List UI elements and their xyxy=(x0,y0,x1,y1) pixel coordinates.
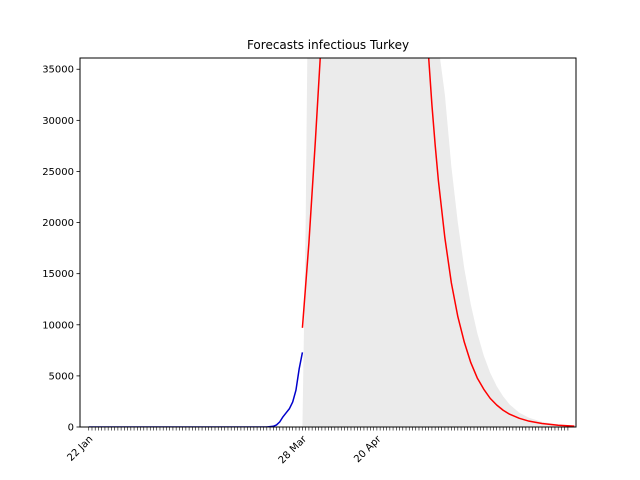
y-tick-label: 20000 xyxy=(42,218,74,229)
plot-area xyxy=(88,58,575,427)
plot-frame xyxy=(79,57,577,428)
y-tick-label: 15000 xyxy=(42,269,74,280)
y-axis-ticks: 0 5000 10000 15000 20000 25000 30000 35000 xyxy=(42,65,80,434)
y-tick-label: 30000 xyxy=(42,116,74,127)
y-tick-label: 5000 xyxy=(49,371,74,382)
y-tick-label: 10000 xyxy=(42,320,74,331)
y-tick-label: 35000 xyxy=(42,65,74,76)
forecast-series-line xyxy=(301,58,575,427)
y-tick-label: 0 xyxy=(68,423,74,434)
y-tick-label: 25000 xyxy=(42,167,74,178)
observed-series-line xyxy=(88,352,304,427)
forecast-interval-band xyxy=(302,58,575,427)
chart-title: Forecasts infectious Turkey xyxy=(247,38,409,52)
